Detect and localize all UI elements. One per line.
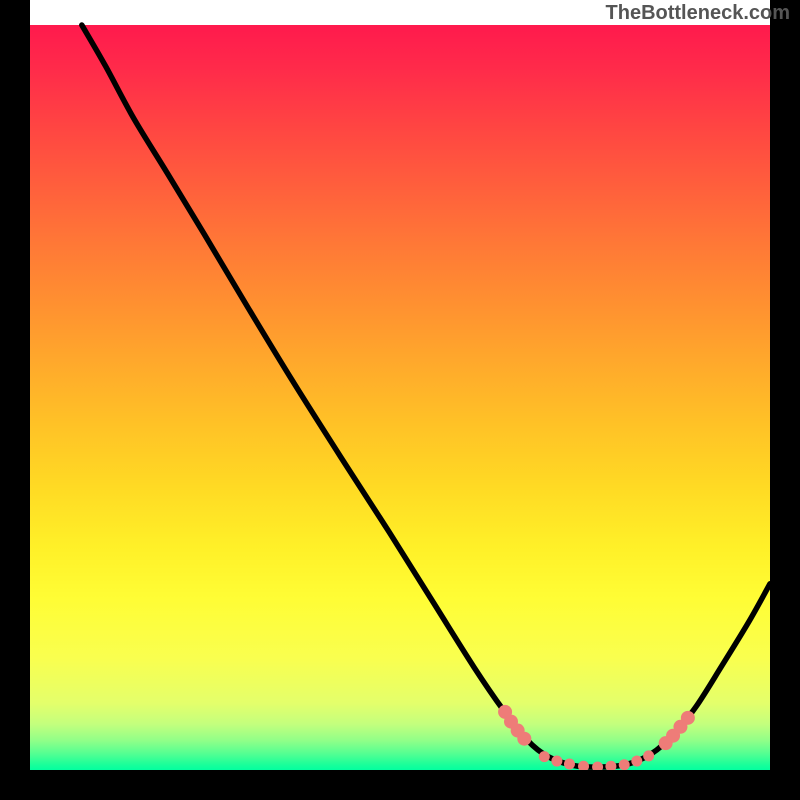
curve-marker <box>539 751 550 762</box>
curve-marker <box>643 750 654 761</box>
curve-marker <box>631 756 642 767</box>
axis-frame-right <box>770 0 800 800</box>
watermark-text: TheBottleneck.com <box>606 2 790 25</box>
axis-frame-bottom <box>0 770 800 800</box>
curve-marker <box>619 759 630 770</box>
curve-marker <box>564 759 575 770</box>
gradient-background <box>30 25 770 770</box>
curve-marker <box>517 732 531 746</box>
axis-frame-left <box>0 0 30 800</box>
chart-container: TheBottleneck.com <box>0 0 800 800</box>
curve-marker <box>551 756 562 767</box>
curve-marker <box>681 711 695 725</box>
bottleneck-chart <box>0 0 800 800</box>
